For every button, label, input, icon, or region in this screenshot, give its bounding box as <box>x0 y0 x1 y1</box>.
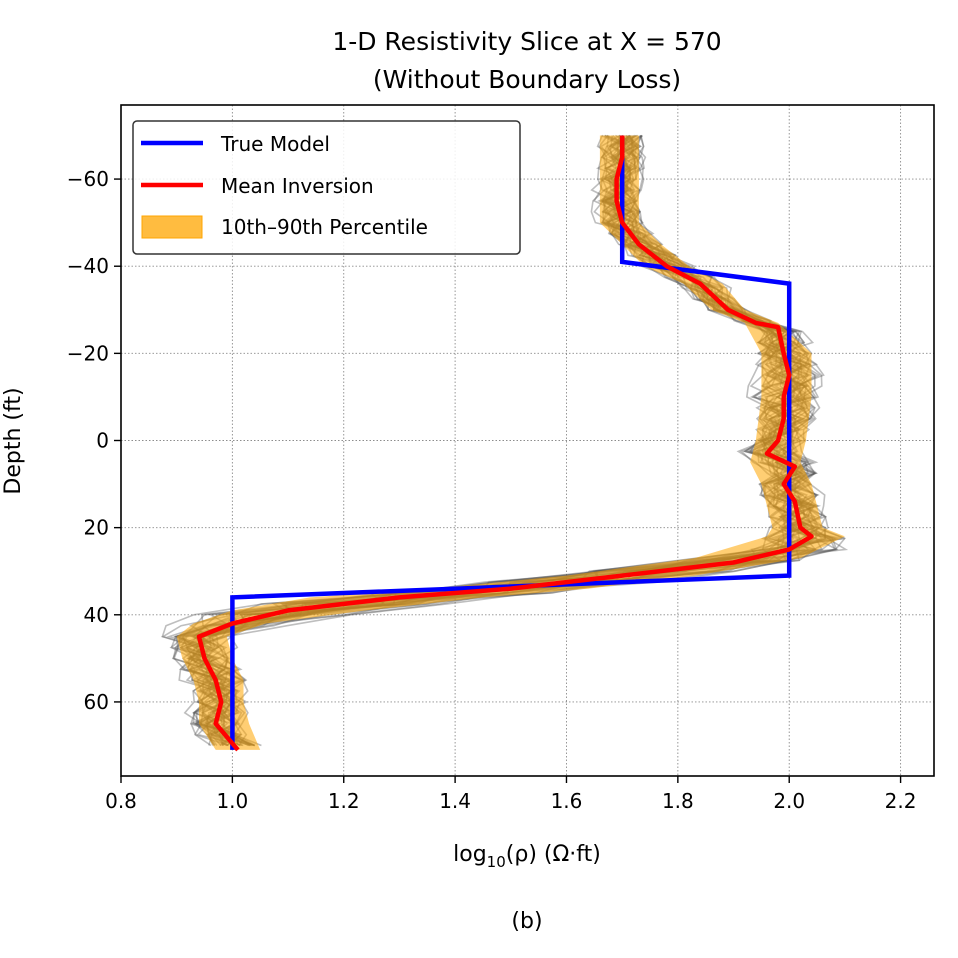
series-layer <box>196 135 814 752</box>
y-tick-label: −60 <box>67 167 109 191</box>
legend-label-mean-inversion: Mean Inversion <box>221 174 374 198</box>
legend-label-percentile: 10th–90th Percentile <box>221 215 428 239</box>
y-axis-ticks: −60 −40 −20 0 20 40 60 <box>67 167 121 714</box>
y-tick-label: 40 <box>84 603 109 627</box>
y-axis-label: Depth (ft) <box>1 387 26 494</box>
x-tick-label: 2.0 <box>773 789 805 813</box>
y-tick-label: 0 <box>96 429 109 453</box>
x-axis-label-rest: (ρ) (Ω·ft) <box>506 842 601 867</box>
x-axis-label-subscript: 10 <box>487 853 506 871</box>
legend: True Model Mean Inversion 10th–90th Perc… <box>132 120 521 255</box>
legend-box <box>132 120 521 255</box>
grid <box>120 105 934 776</box>
mean-inversion-line <box>196 135 814 752</box>
legend-swatch-percentile <box>141 215 203 239</box>
y-tick-label: 20 <box>84 516 109 540</box>
x-tick-label: 0.8 <box>105 789 137 813</box>
percentile-band <box>176 135 845 750</box>
x-tick-label: 1.2 <box>328 789 360 813</box>
x-axis-ticks: 0.8 1.0 1.2 1.4 1.6 1.8 2.0 2.2 <box>105 776 916 813</box>
percentile-band-layer <box>176 135 845 750</box>
x-tick-label: 2.2 <box>885 789 917 813</box>
x-tick-label: 1.6 <box>551 789 583 813</box>
y-tick-label: −40 <box>67 254 109 278</box>
chart-subtitle: (Without Boundary Loss) <box>373 65 681 94</box>
figure-caption: (b) <box>511 909 542 934</box>
x-tick-label: 1.0 <box>216 789 248 813</box>
legend-label-true-model: True Model <box>220 132 330 156</box>
y-tick-label: 60 <box>84 690 109 714</box>
chart-title: 1-D Resistivity Slice at X = 570 <box>332 27 721 56</box>
x-tick-label: 1.4 <box>439 789 471 813</box>
x-tick-label: 1.8 <box>662 789 694 813</box>
x-axis-label: log10(ρ) (Ω·ft) <box>453 842 601 871</box>
x-axis-label-log: log <box>453 842 487 867</box>
y-tick-label: −20 <box>67 341 109 365</box>
